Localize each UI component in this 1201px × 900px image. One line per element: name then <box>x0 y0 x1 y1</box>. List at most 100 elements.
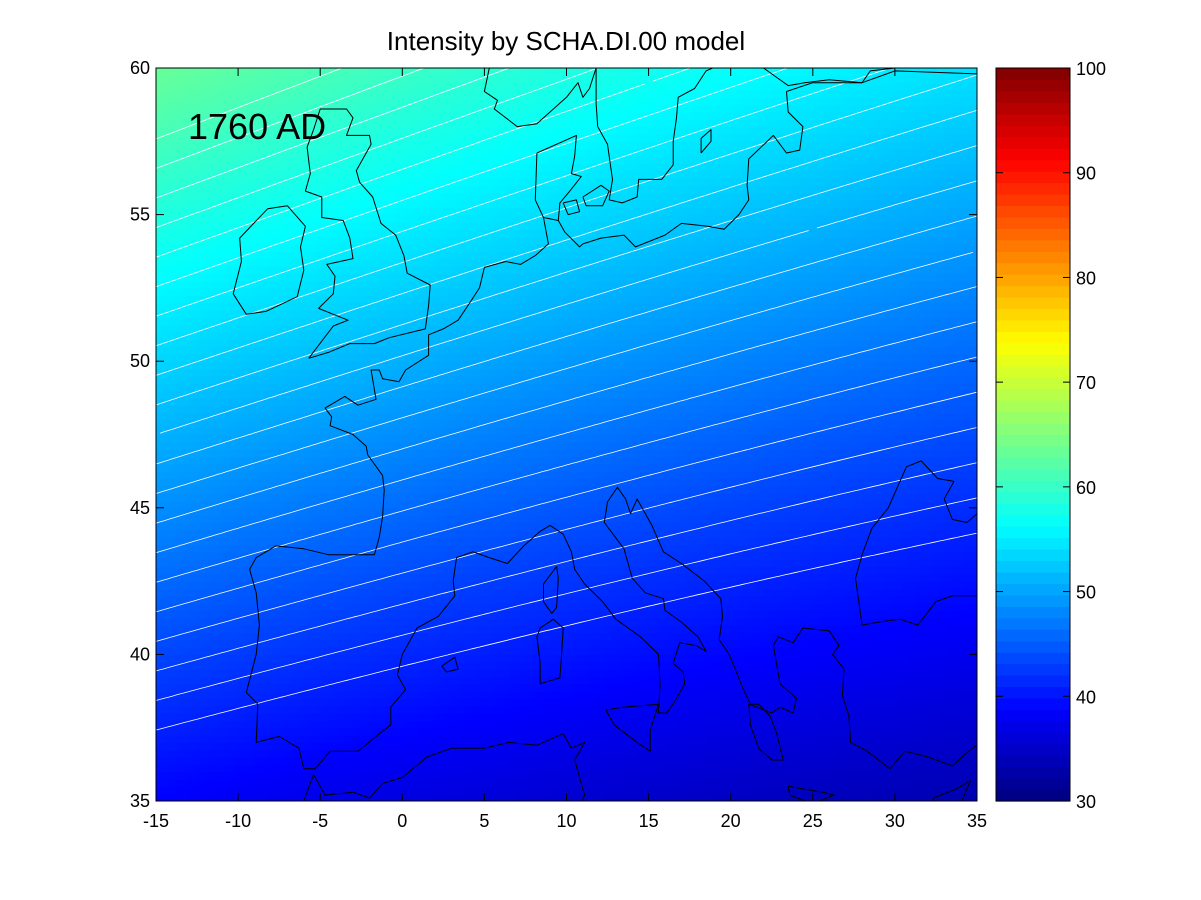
field-cell <box>168 412 174 421</box>
field-cell <box>258 82 264 91</box>
field-cell <box>172 229 178 238</box>
field-cell <box>160 346 165 355</box>
field-cell <box>217 771 223 780</box>
field-cell <box>197 500 202 509</box>
field-cell <box>332 566 338 575</box>
field-cell <box>201 456 206 465</box>
field-cell <box>209 397 215 406</box>
field-cell <box>266 375 272 384</box>
field-cell <box>192 441 198 450</box>
field-cell <box>172 346 178 355</box>
field-cell <box>197 764 202 773</box>
field-cell <box>213 456 219 465</box>
field-cell <box>225 493 231 502</box>
field-cell <box>176 265 182 274</box>
field-cell <box>246 163 252 172</box>
field-cell <box>262 705 268 714</box>
field-cell <box>238 236 243 245</box>
field-cell <box>160 581 165 590</box>
field-cell <box>279 265 284 274</box>
field-cell <box>254 676 260 685</box>
field-cell <box>201 119 206 128</box>
field-cell <box>283 566 288 575</box>
field-cell <box>332 295 338 304</box>
field-cell <box>287 588 293 597</box>
field-cell <box>357 456 362 465</box>
field-cell <box>217 793 223 801</box>
field-cell <box>172 507 178 516</box>
field-cell <box>324 141 330 150</box>
field-cell <box>316 229 321 238</box>
field-cell <box>311 537 317 546</box>
field-cell <box>279 111 284 120</box>
field-cell <box>287 155 293 164</box>
field-cell <box>283 537 288 546</box>
field-cell <box>229 764 235 773</box>
field-cell <box>332 625 338 634</box>
field-cell <box>357 742 362 751</box>
field-cell <box>184 75 190 84</box>
field-cell <box>353 434 358 443</box>
field-cell <box>213 654 219 663</box>
field-cell <box>262 647 268 655</box>
field-cell <box>246 155 252 164</box>
field-cell <box>348 141 354 150</box>
field-cell <box>172 75 178 84</box>
field-cell <box>229 243 235 252</box>
field-cell <box>291 243 297 252</box>
field-cell <box>307 412 313 421</box>
field-cell <box>205 757 210 765</box>
field-cell <box>209 793 215 801</box>
field-cell <box>225 691 231 699</box>
field-cell <box>192 236 198 245</box>
field-cell <box>328 705 334 714</box>
field-cell <box>344 155 350 164</box>
field-cell <box>283 104 288 113</box>
field-cell <box>344 603 350 612</box>
field-cell <box>279 559 284 568</box>
field-cell <box>201 529 206 538</box>
field-cell <box>180 441 186 450</box>
field-cell <box>266 478 272 487</box>
field-cell <box>234 669 239 677</box>
field-cell <box>303 522 309 531</box>
field-cell <box>262 214 268 223</box>
field-cell <box>299 214 305 223</box>
field-cell <box>205 155 210 164</box>
field-cell <box>258 207 264 216</box>
field-cell <box>262 119 268 128</box>
field-cell <box>299 434 305 443</box>
field-cell <box>353 375 358 384</box>
field-cell <box>168 119 174 128</box>
field-cell <box>213 324 219 333</box>
field-cell <box>201 588 206 597</box>
field-cell <box>254 683 260 692</box>
field-cell <box>250 603 256 612</box>
field-cell <box>201 97 206 106</box>
field-cell <box>344 551 350 560</box>
field-cell <box>192 309 198 318</box>
field-cell <box>283 691 288 699</box>
field-cell <box>324 610 330 619</box>
field-cell <box>266 405 272 414</box>
field-cell <box>234 559 239 568</box>
field-cell <box>168 749 174 758</box>
field-cell <box>242 104 247 113</box>
field-cell <box>340 119 346 128</box>
field-cell <box>209 588 215 597</box>
field-cell <box>258 317 264 326</box>
field-cell <box>225 126 231 135</box>
field-cell <box>270 449 276 458</box>
field-cell <box>266 236 272 245</box>
field-cell <box>246 698 252 707</box>
field-cell <box>221 141 227 150</box>
field-cell <box>299 500 305 509</box>
field-cell <box>279 368 284 377</box>
field-cell <box>295 258 301 267</box>
field-cell <box>303 441 309 450</box>
field-cell <box>221 243 227 252</box>
field-cell <box>283 346 288 355</box>
field-cell <box>348 507 354 516</box>
field-cell <box>197 339 202 348</box>
field-cell <box>192 757 198 765</box>
